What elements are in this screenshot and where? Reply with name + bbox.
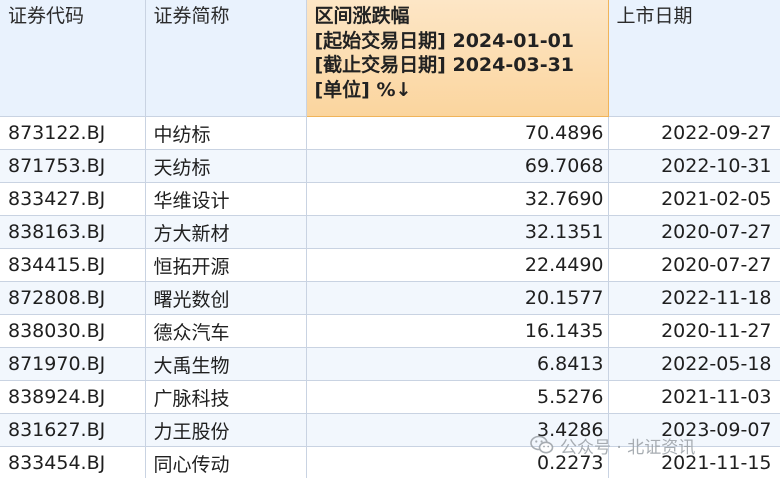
cell-interval-change[interactable]: 69.7068 — [306, 149, 609, 183]
cell-listing-date[interactable]: 2022-05-18 — [608, 347, 780, 381]
cell-listing-date[interactable]: 2020-07-27 — [608, 215, 780, 249]
header-row: 证券代码 证券简称 区间涨跌幅 [起始交易日期] 2024-01-01 [截止交… — [0, 0, 780, 117]
cell-listing-date[interactable]: 2020-07-27 — [608, 248, 780, 282]
table-row[interactable]: 833427.BJ 华维设计 32.7690 2021-02-05 — [0, 182, 780, 216]
cell-code[interactable]: 872808.BJ — [0, 281, 146, 315]
cell-interval-change[interactable]: 32.7690 — [306, 182, 609, 216]
table-row[interactable]: 834415.BJ 恒拓开源 22.4490 2020-07-27 — [0, 248, 780, 282]
cell-listing-date[interactable]: 2021-11-03 — [608, 380, 780, 414]
cell-name[interactable]: 华维设计 — [145, 182, 307, 216]
cell-code[interactable]: 831627.BJ — [0, 413, 146, 447]
header-label: 区间涨跌幅 — [314, 5, 410, 27]
header-end-date: [截止交易日期] 2024-03-31 — [314, 54, 575, 76]
column-header-name[interactable]: 证券简称 — [145, 0, 307, 117]
cell-listing-date[interactable]: 2022-11-18 — [608, 281, 780, 315]
cell-listing-date[interactable]: 2020-11-27 — [608, 314, 780, 348]
table-row[interactable]: 872808.BJ 曙光数创 20.1577 2022-11-18 — [0, 281, 780, 315]
cell-interval-change[interactable]: 5.5276 — [306, 380, 609, 414]
table-row[interactable]: 838163.BJ 方大新材 32.1351 2020-07-27 — [0, 215, 780, 249]
table-row[interactable]: 838924.BJ 广脉科技 5.5276 2021-11-03 — [0, 380, 780, 414]
cell-code[interactable]: 833454.BJ — [0, 446, 146, 478]
cell-interval-change[interactable]: 0.2273 — [306, 446, 609, 478]
cell-interval-change[interactable]: 32.1351 — [306, 215, 609, 249]
table-row[interactable]: 838030.BJ 德众汽车 16.1435 2020-11-27 — [0, 314, 780, 348]
cell-code[interactable]: 871753.BJ — [0, 149, 146, 183]
cell-name[interactable]: 大禹生物 — [145, 347, 307, 381]
column-header-listing-date[interactable]: 上市日期 — [608, 0, 780, 117]
cell-name[interactable]: 同心传动 — [145, 446, 307, 478]
table-body: 873122.BJ 中纺标 70.4896 2022-09-27 871753.BJ 天纺… — [0, 116, 780, 478]
cell-name[interactable]: 方大新材 — [145, 215, 307, 249]
cell-interval-change[interactable]: 22.4490 — [306, 248, 609, 282]
cell-interval-change[interactable]: 20.1577 — [306, 281, 609, 315]
cell-name[interactable]: 恒拓开源 — [145, 248, 307, 282]
cell-interval-change[interactable]: 70.4896 — [306, 116, 609, 150]
cell-code[interactable]: 871970.BJ — [0, 347, 146, 381]
cell-listing-date[interactable]: 2023-09-07 — [608, 413, 780, 447]
cell-interval-change[interactable]: 6.8413 — [306, 347, 609, 381]
cell-listing-date[interactable]: 2021-11-15 — [608, 446, 780, 478]
table-row[interactable]: 831627.BJ 力王股份 3.4286 2023-09-07 — [0, 413, 780, 447]
header-label: 证券代码 — [8, 5, 85, 27]
cell-name[interactable]: 德众汽车 — [145, 314, 307, 348]
column-header-interval-change[interactable]: 区间涨跌幅 [起始交易日期] 2024-01-01 [截止交易日期] 2024-… — [305, 0, 609, 117]
cell-code[interactable]: 834415.BJ — [0, 248, 146, 282]
cell-name[interactable]: 天纺标 — [145, 149, 307, 183]
table-row[interactable]: 873122.BJ 中纺标 70.4896 2022-09-27 — [0, 116, 780, 150]
cell-interval-change[interactable]: 3.4286 — [306, 413, 609, 447]
cell-listing-date[interactable]: 2022-10-31 — [608, 149, 780, 183]
cell-code[interactable]: 838924.BJ — [0, 380, 146, 414]
header-start-date: [起始交易日期] 2024-01-01 — [314, 29, 575, 52]
cell-code[interactable]: 838163.BJ — [0, 215, 146, 249]
column-header-code[interactable]: 证券代码 — [0, 0, 146, 117]
header-unit-sort: [单位] %↓ — [314, 78, 412, 101]
cell-interval-change[interactable]: 16.1435 — [306, 314, 609, 348]
table-row[interactable]: 871970.BJ 大禹生物 6.8413 2022-05-18 — [0, 347, 780, 381]
cell-name[interactable]: 广脉科技 — [145, 380, 307, 414]
cell-listing-date[interactable]: 2022-09-27 — [608, 116, 780, 150]
cell-listing-date[interactable]: 2021-02-05 — [608, 182, 780, 216]
cell-name[interactable]: 曙光数创 — [145, 281, 307, 315]
table-row[interactable]: 871753.BJ 天纺标 69.7068 2022-10-31 — [0, 149, 780, 183]
header-label: 上市日期 — [616, 5, 693, 27]
cell-name[interactable]: 中纺标 — [145, 116, 307, 150]
cell-code[interactable]: 873122.BJ — [0, 116, 146, 150]
cell-code[interactable]: 838030.BJ — [0, 314, 146, 348]
cell-name[interactable]: 力王股份 — [145, 413, 307, 447]
cell-code[interactable]: 833427.BJ — [0, 182, 146, 216]
header-label: 证券简称 — [153, 5, 230, 27]
table-row[interactable]: 833454.BJ 同心传动 0.2273 2021-11-15 — [0, 446, 780, 478]
